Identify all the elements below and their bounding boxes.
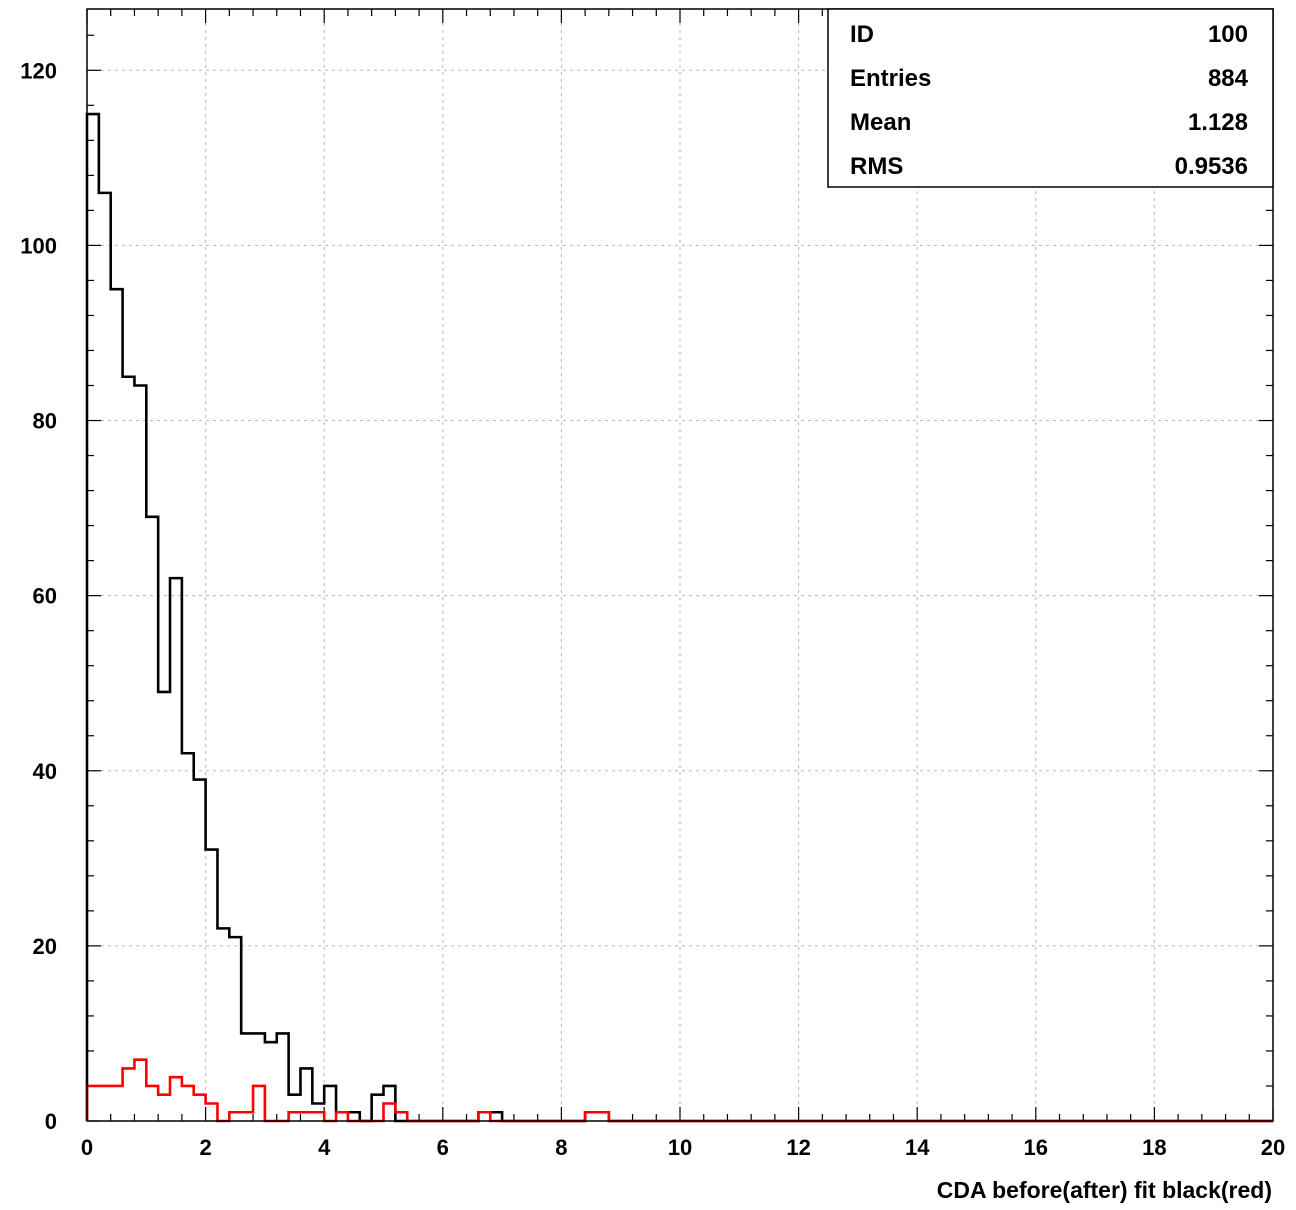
x-tick-label: 2 — [199, 1135, 211, 1160]
y-tick-labels: 0 20 40 60 80 100 120 — [20, 58, 57, 1134]
y-tick-label: 80 — [33, 409, 57, 434]
y-tick-label: 120 — [20, 58, 57, 83]
y-tick-label: 100 — [20, 233, 57, 258]
stats-label-mean: Mean — [850, 109, 911, 136]
x-axis-title: CDA before(after) fit black(red) — [937, 1177, 1272, 1203]
y-tick-label: 60 — [33, 584, 57, 609]
stats-value-entries: 884 — [1208, 65, 1249, 92]
x-tick-labels: 0 2 4 6 8 10 12 14 16 18 20 — [81, 1135, 1285, 1160]
y-tick-label: 0 — [45, 1109, 57, 1134]
stats-value-rms: 0.9536 — [1175, 153, 1248, 180]
x-tick-label: 20 — [1261, 1135, 1285, 1160]
x-tick-label: 14 — [905, 1135, 930, 1160]
x-tick-label: 6 — [437, 1135, 449, 1160]
x-tick-label: 8 — [555, 1135, 567, 1160]
x-tick-label: 10 — [668, 1135, 692, 1160]
x-tick-label: 16 — [1024, 1135, 1048, 1160]
stats-label-entries: Entries — [850, 65, 931, 92]
stats-label-rms: RMS — [850, 153, 903, 180]
stats-box: ID 100 Entries 884 Mean 1.128 RMS 0.9536 — [827, 8, 1274, 188]
histogram-series-black — [85, 112, 1273, 1123]
stats-label-id: ID — [850, 21, 874, 48]
stats-value-mean: 1.128 — [1188, 109, 1248, 136]
plot-frame — [86, 8, 1274, 1122]
x-tick-label: 18 — [1142, 1135, 1166, 1160]
stats-value-id: 100 — [1208, 21, 1248, 48]
y-tick-label: 40 — [33, 759, 57, 784]
x-tick-label: 12 — [786, 1135, 810, 1160]
y-tick-label: 20 — [33, 934, 57, 959]
x-tick-label: 4 — [318, 1135, 331, 1160]
x-tick-label: 0 — [81, 1135, 93, 1160]
